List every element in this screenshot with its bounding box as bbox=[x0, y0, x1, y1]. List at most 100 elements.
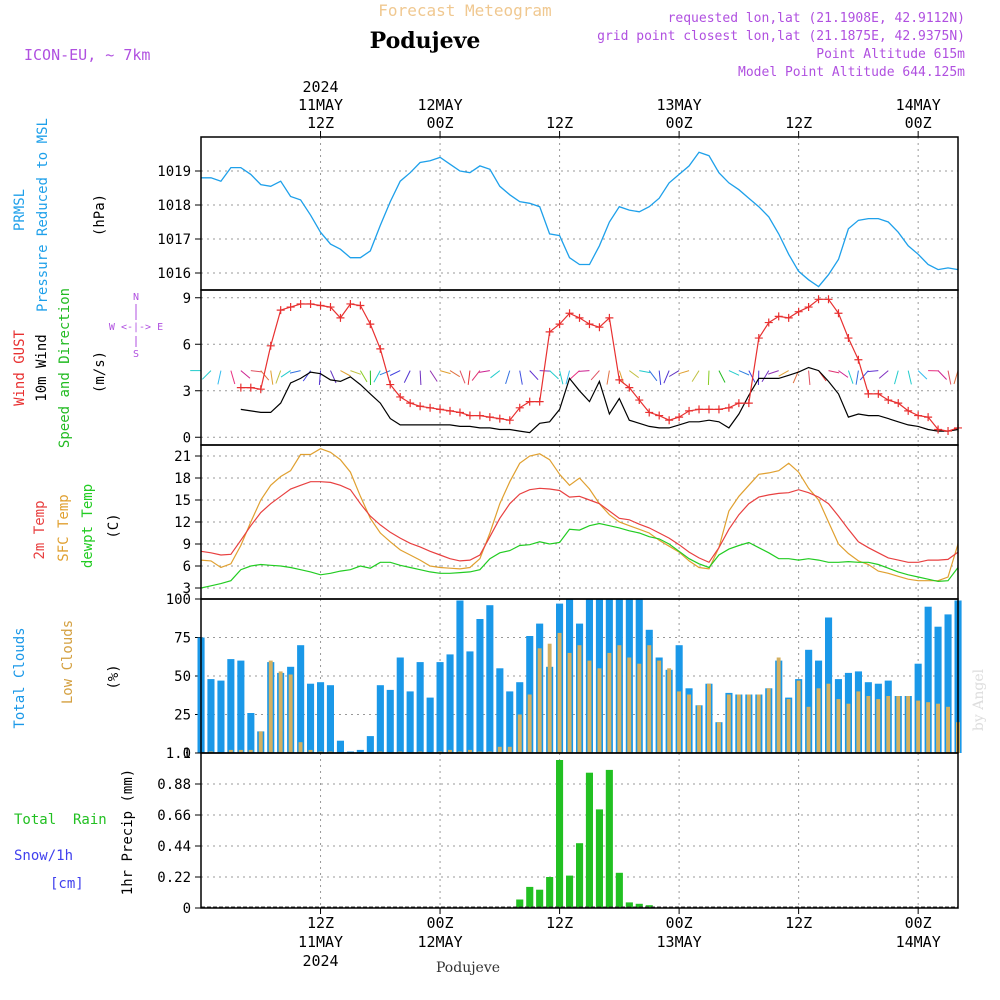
low-cloud-bar bbox=[448, 749, 452, 753]
wind-direction-arrow bbox=[894, 370, 899, 385]
gust-marker bbox=[635, 396, 644, 405]
gust-marker bbox=[814, 295, 823, 304]
bottom-tick-label: 00Z bbox=[905, 914, 932, 932]
low-cloud-bar bbox=[746, 694, 751, 753]
rain-bar bbox=[595, 809, 603, 908]
low-cloud-bar bbox=[527, 694, 532, 753]
gust-marker bbox=[884, 396, 893, 405]
product-title: Forecast Meteogram bbox=[378, 1, 551, 20]
low-cloud-bar bbox=[557, 632, 562, 753]
y-tick-label: 0 bbox=[183, 746, 191, 762]
panel-1: 0 3 6 9 bbox=[183, 290, 962, 446]
wind-direction-arrow bbox=[549, 370, 559, 380]
wind-direction-arrow bbox=[275, 370, 282, 384]
wind-direction-arrow bbox=[878, 370, 889, 379]
wind-direction-arrow bbox=[738, 370, 750, 376]
wind-direction-arrow bbox=[917, 370, 928, 380]
total-cloud-bar bbox=[386, 689, 394, 753]
low-cloud-bar bbox=[796, 680, 801, 753]
total-cloud-bar bbox=[336, 740, 344, 753]
low-cloud-bar bbox=[697, 705, 701, 753]
cloud-unit: (%) bbox=[106, 664, 122, 689]
compass-n: N bbox=[133, 292, 139, 303]
total-cloud-bar bbox=[237, 660, 245, 753]
gust-marker bbox=[475, 411, 484, 420]
wind-direction-arrow bbox=[618, 370, 625, 384]
low-cloud-bar bbox=[607, 652, 612, 753]
wind-direction-arrow bbox=[459, 370, 466, 384]
gust-marker bbox=[844, 334, 853, 343]
rain-bar bbox=[576, 843, 584, 908]
total-cloud-bar bbox=[227, 659, 235, 753]
wind-direction-arrow bbox=[691, 370, 700, 382]
top-tick-label: 00Z bbox=[905, 114, 932, 132]
wind-direction-arrow bbox=[471, 370, 481, 381]
total-cloud-bar bbox=[396, 657, 404, 753]
low-cloud-bar bbox=[468, 749, 472, 753]
low-cloud-bar bbox=[298, 742, 303, 753]
total-cloud-bar bbox=[805, 649, 813, 753]
bottom-tick-label: 00Z bbox=[427, 914, 454, 932]
wind-unit: (m/s) bbox=[92, 351, 108, 393]
low-cloud-bar bbox=[597, 668, 602, 753]
wind-label-10m: 10m Wind bbox=[34, 334, 50, 401]
gust-marker bbox=[704, 405, 713, 414]
precip-label-1hr: 1hr Precip (mm) bbox=[120, 769, 136, 895]
wind-label-dir: Speed and Direction bbox=[57, 288, 73, 448]
gust-marker bbox=[346, 299, 355, 308]
wind-direction-arrow bbox=[230, 370, 236, 385]
wind-direction-arrow bbox=[403, 370, 411, 383]
y-tick-label: 1017 bbox=[157, 232, 191, 248]
wind-direction-arrow bbox=[907, 370, 912, 385]
wind-direction-arrow bbox=[270, 370, 274, 385]
gust-marker bbox=[396, 392, 405, 401]
gust-marker bbox=[485, 413, 494, 422]
gust-marker bbox=[296, 299, 305, 308]
gust-marker bbox=[924, 413, 933, 422]
total-cloud-bar bbox=[217, 680, 225, 753]
gust-marker bbox=[266, 341, 275, 350]
top-tick-label: 12Z bbox=[307, 114, 334, 132]
gust-marker bbox=[386, 380, 395, 389]
gust-marker bbox=[854, 355, 863, 364]
gust-marker bbox=[286, 303, 295, 312]
y-tick-label: 21 bbox=[174, 449, 191, 465]
precip-labels: Total Rain Snow/1h [cm] 1hr Precip (mm) bbox=[14, 769, 136, 895]
compass-s: S bbox=[133, 349, 139, 360]
model-altitude: Model Point Altitude 644.125m bbox=[738, 65, 965, 80]
panel-border bbox=[200, 136, 959, 291]
gust-marker bbox=[505, 416, 514, 425]
total-cloud-bar bbox=[297, 645, 305, 753]
total-cloud-bar bbox=[207, 679, 215, 753]
total-cloud-bar bbox=[924, 606, 932, 753]
panel-4: 0 0.22 0.44 0.66 0.88 1.1 bbox=[157, 746, 958, 917]
y-tick-label: 50 bbox=[174, 669, 191, 685]
gust-marker bbox=[675, 413, 684, 422]
wind-direction-arrow bbox=[855, 370, 859, 385]
total-cloud-bar bbox=[247, 713, 255, 753]
low-cloud-bar bbox=[726, 694, 731, 753]
gust-marker bbox=[376, 344, 385, 353]
low-cloud-bar bbox=[677, 691, 681, 753]
low-cloud-bar bbox=[278, 671, 283, 753]
low-cloud-bar bbox=[567, 652, 572, 753]
gust-marker bbox=[246, 383, 255, 392]
gust-marker bbox=[685, 406, 694, 415]
y-tick-label: 0 bbox=[183, 901, 191, 917]
low-cloud-bar bbox=[627, 657, 632, 753]
gust-marker bbox=[714, 405, 723, 414]
gust-marker bbox=[356, 301, 365, 310]
gust-marker bbox=[535, 397, 544, 406]
bottom-tick-label: 00Z bbox=[666, 914, 693, 932]
gust-marker bbox=[754, 334, 763, 343]
gust-marker bbox=[575, 313, 584, 322]
low-cloud-bar bbox=[886, 696, 891, 753]
wind-direction-arrow bbox=[768, 370, 779, 375]
low-cloud-bar bbox=[836, 699, 841, 753]
gust-marker bbox=[446, 406, 455, 415]
pressure-labels: PRMSL Pressure Reduced to MSL (hPa) bbox=[12, 118, 108, 312]
gust-marker bbox=[426, 403, 435, 412]
precip-label-rain: Total Rain bbox=[14, 812, 107, 828]
watermark: by Angel bbox=[971, 668, 987, 731]
wind-direction-arrow bbox=[663, 370, 670, 384]
